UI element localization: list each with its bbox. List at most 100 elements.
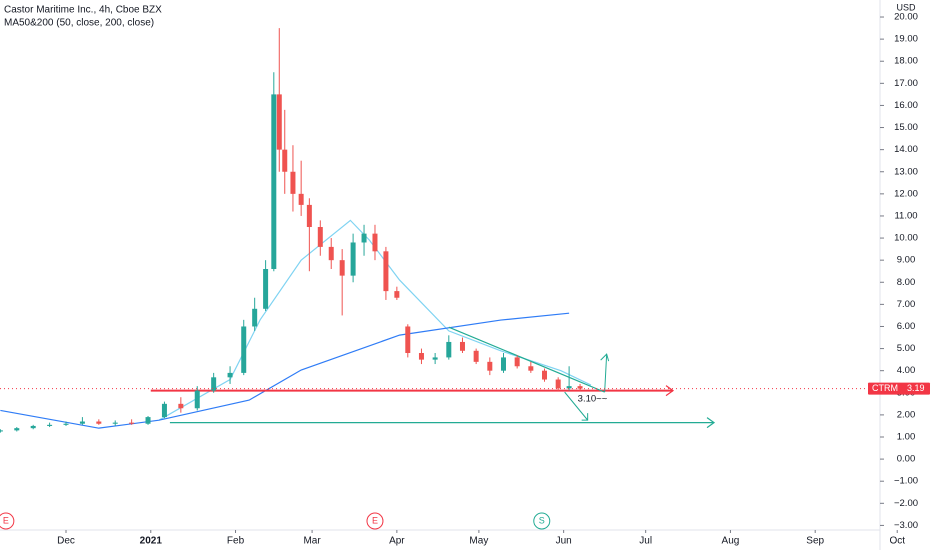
candle-body (459, 341, 465, 351)
projection-arrow (564, 391, 589, 421)
candle-body (96, 421, 102, 424)
candle-body (383, 251, 389, 292)
y-tick-label: 2.00 (897, 409, 916, 420)
candle-body (328, 246, 334, 261)
event-marker (0, 512, 15, 530)
y-tick-label: 15.00 (894, 122, 918, 133)
x-tick-label: Apr (389, 536, 405, 547)
candle-body (339, 260, 345, 276)
candle-body (566, 386, 572, 389)
candle-body (298, 193, 304, 205)
y-tick-label: 12.00 (894, 188, 918, 199)
y-tick-label: 5.00 (897, 343, 916, 354)
candle-body (500, 357, 506, 371)
x-tick-label: Sep (806, 536, 824, 547)
candle-body (252, 308, 258, 327)
candle-body (394, 291, 400, 298)
event-label: E (3, 515, 9, 525)
candle-body (542, 370, 548, 380)
y-tick-label: 20.00 (894, 12, 918, 23)
currency: USD (896, 2, 916, 12)
candle-body (361, 233, 367, 243)
y-tick-label: 9.00 (897, 255, 916, 266)
moving-average (0, 312, 570, 429)
y-tick-label: 4.00 (897, 365, 916, 376)
candle-body (317, 227, 323, 247)
x-tick-label: Oct (889, 536, 905, 547)
candle-body (161, 403, 167, 418)
candle-body (372, 233, 378, 252)
candle-body (432, 357, 438, 360)
x-tick-label: May (469, 536, 488, 547)
y-tick-label: 17.00 (894, 78, 918, 89)
candle-body (227, 372, 233, 378)
candle-body (178, 403, 184, 409)
candle-body (79, 421, 85, 424)
event-marker (533, 512, 551, 530)
trendline (448, 326, 605, 393)
candle-body (514, 357, 520, 367)
candle-body (47, 424, 53, 426)
y-tick-label: 14.00 (894, 144, 918, 155)
candle-body (241, 326, 247, 373)
y-tick-label: 10.00 (894, 233, 918, 244)
event-label: E (372, 515, 378, 525)
candle-body (263, 269, 269, 309)
y-tick-label: 0.00 (897, 454, 916, 465)
candle-body (473, 350, 479, 362)
x-tick-label: Mar (303, 536, 321, 547)
chart-title: Castor Maritime Inc., 4h, Cboe BZX (4, 5, 162, 16)
candle-body (194, 390, 200, 409)
candle-body (211, 377, 217, 391)
y-tick-label: 1.00 (897, 432, 916, 443)
candle-body (271, 94, 277, 270)
level-arrow (706, 417, 716, 429)
projection-arrow (600, 353, 610, 393)
candle-body (487, 361, 493, 371)
price-label: 3.19 (907, 383, 925, 393)
candle-body (30, 425, 36, 429)
y-tick-label: 7.00 (897, 299, 916, 310)
price-label-bg (868, 382, 930, 395)
y-tick-label: 13.00 (894, 166, 918, 177)
level-arrow (665, 385, 675, 397)
candle-body (528, 366, 534, 371)
y-tick-label: 19.00 (894, 34, 918, 45)
candle-body (350, 242, 356, 276)
event-marker (366, 512, 384, 530)
annotation: 3.10~~ (578, 394, 608, 405)
y-tick-label: −3.00 (894, 520, 918, 531)
x-tick-label: Aug (722, 536, 740, 547)
y-tick-label: −1.00 (894, 476, 918, 487)
candle-body (577, 386, 583, 389)
candle-body (14, 428, 20, 431)
y-tick-label: −2.00 (894, 498, 918, 509)
candle-body (145, 417, 151, 424)
y-tick-label: 8.00 (897, 277, 916, 288)
candle-body (276, 94, 282, 150)
candle-body (112, 422, 118, 424)
candle-body (555, 379, 561, 389)
candle-body (282, 149, 288, 172)
candle-body (129, 422, 135, 424)
candle-body (290, 171, 296, 194)
x-tick-label: 2021 (140, 536, 163, 547)
candle-body (418, 353, 424, 360)
y-tick-label: 6.00 (897, 321, 916, 332)
x-tick-label: Jun (556, 536, 572, 547)
indicator-label: MA50&200 (50, close, 200, close) (4, 18, 154, 29)
y-tick-label: 11.00 (894, 210, 917, 221)
candle-body (446, 341, 452, 358)
event-label: S (539, 515, 545, 525)
symbol-label: CTRM (872, 383, 898, 393)
x-tick-label: Jul (639, 536, 652, 547)
x-tick-label: Feb (227, 536, 245, 547)
candle-body (0, 430, 3, 432)
candle-body (63, 423, 69, 425)
y-tick-label: 18.00 (894, 56, 918, 67)
y-tick-label: 16.00 (894, 100, 918, 111)
candle-body (405, 326, 411, 354)
candle-body (306, 204, 312, 228)
